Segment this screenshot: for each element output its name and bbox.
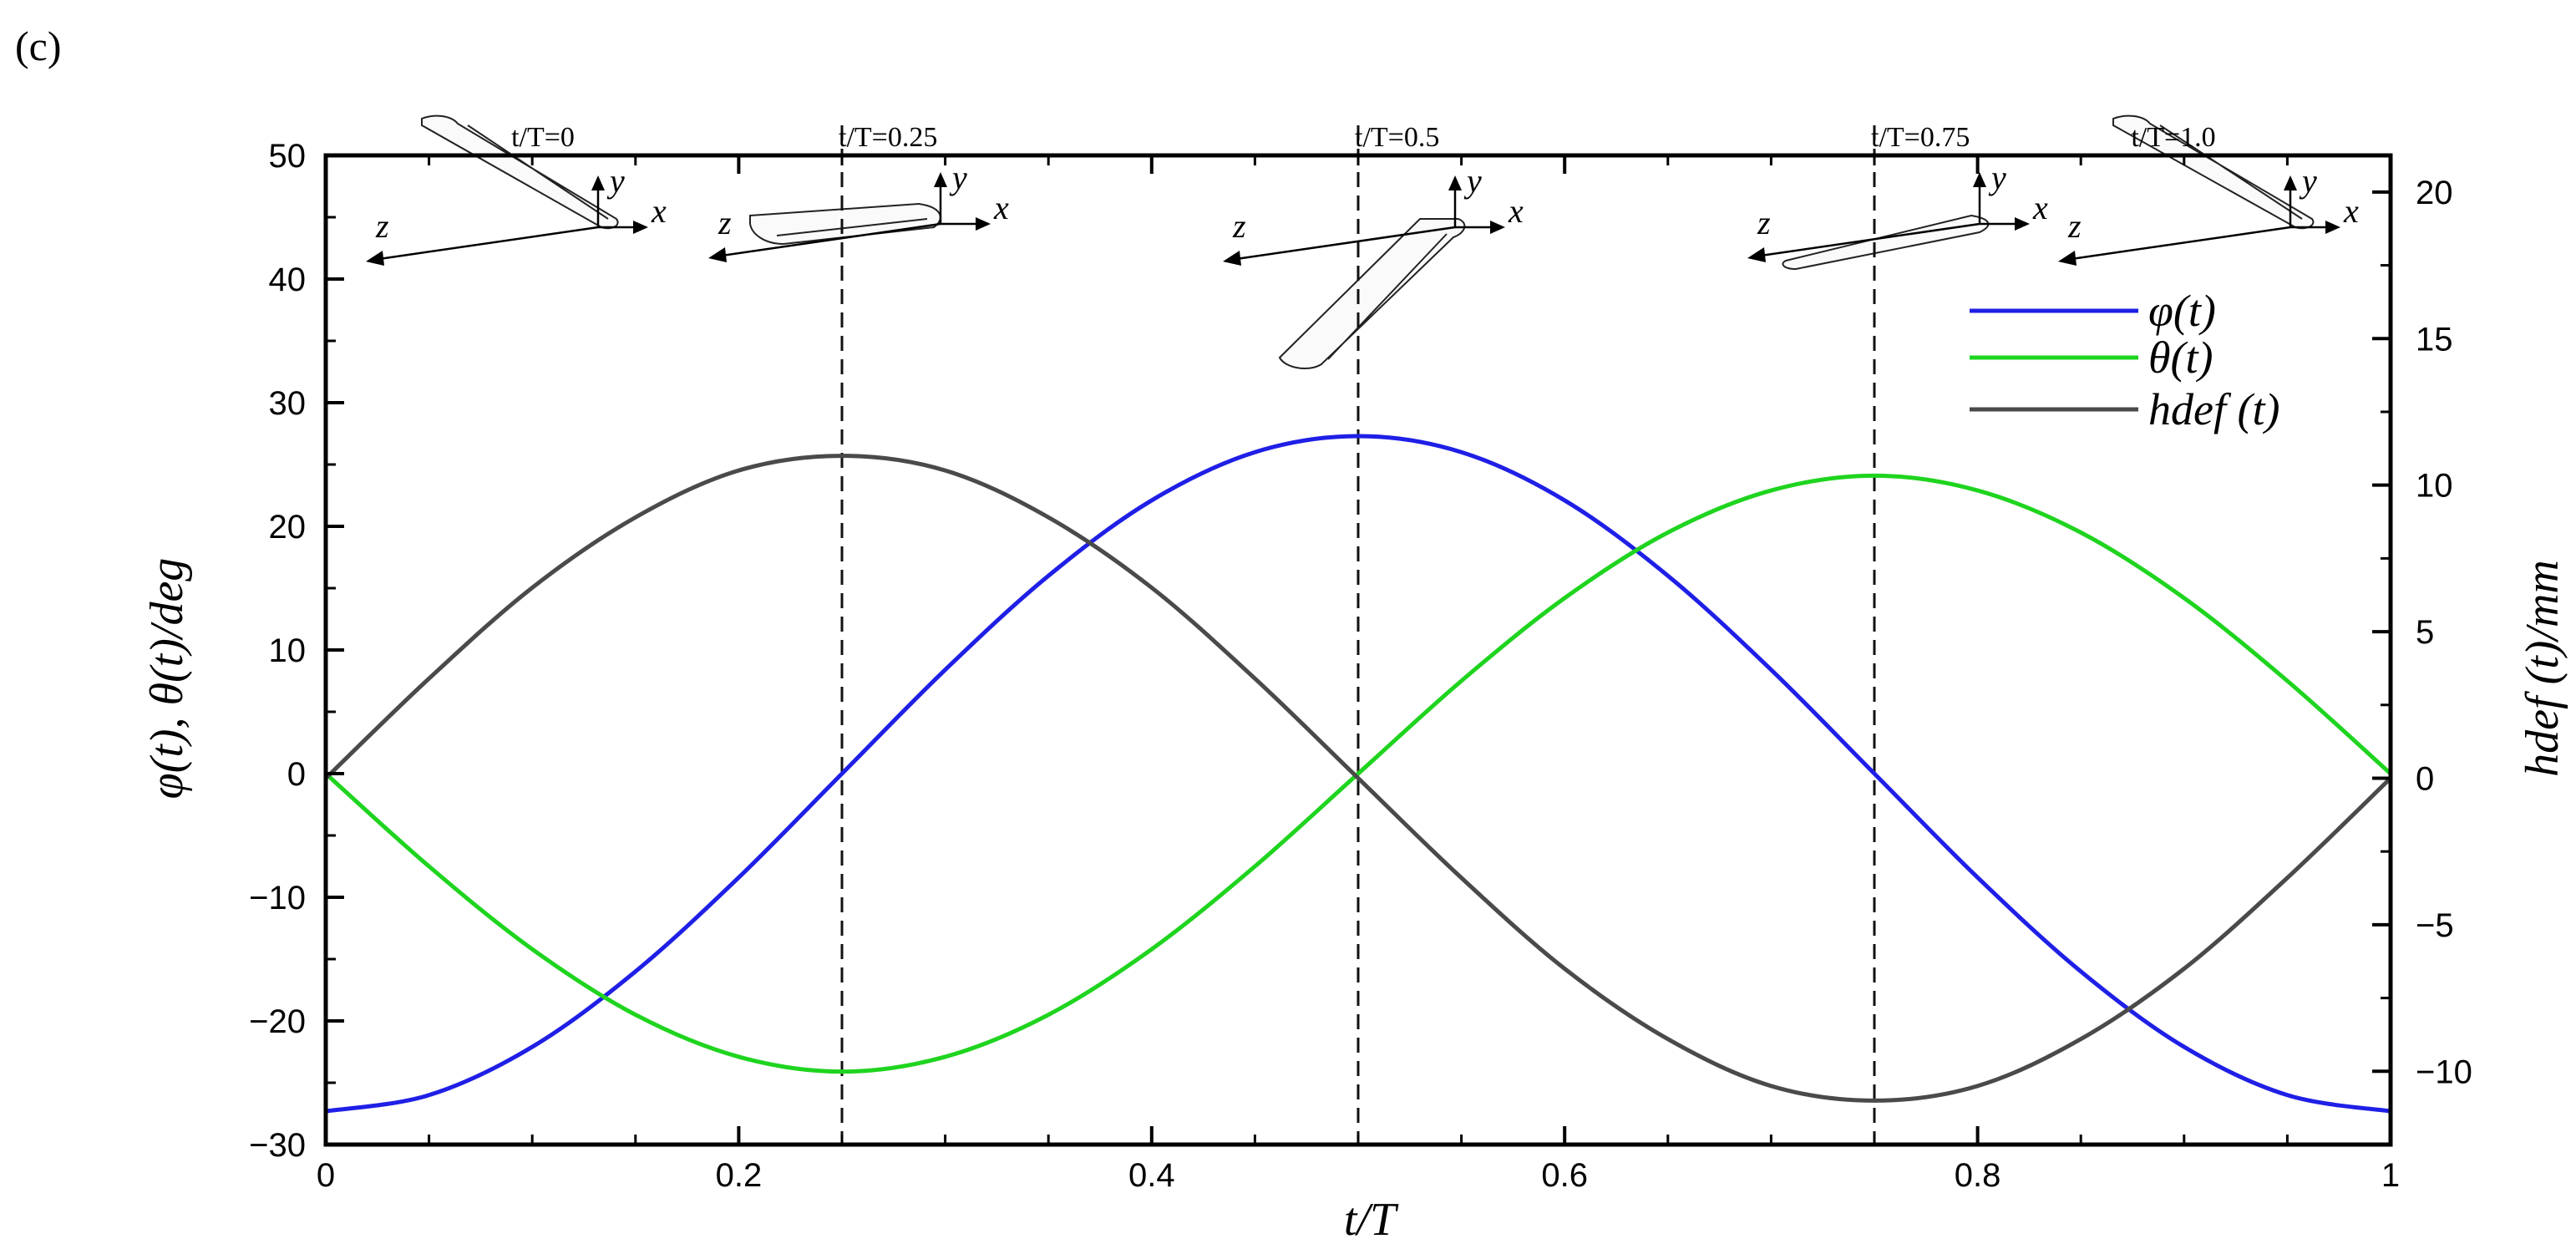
y-tick-label: −20 xyxy=(249,1003,306,1040)
annotation-label: t/T=0 xyxy=(511,122,575,153)
z-axis-glyph: z xyxy=(375,207,389,245)
z-arrowhead xyxy=(1747,247,1766,262)
z-arrowhead xyxy=(366,251,384,266)
y-axis-glyph: y xyxy=(606,162,625,200)
y-right-axis-ticks: −10 −5 0 5 10 15 20 xyxy=(2372,175,2472,1146)
y-right-tick-label: 10 xyxy=(2416,468,2453,505)
y-axis-glyph: y xyxy=(2299,162,2317,200)
series-line-2 xyxy=(324,454,2392,1103)
x-arrowhead xyxy=(2015,217,2030,231)
z-axis-glyph: z xyxy=(2067,207,2082,245)
series-line-1 xyxy=(324,473,2392,1074)
z-axis-arrow xyxy=(378,226,599,261)
y-tick-label: −30 xyxy=(249,1127,306,1164)
y-right-tick-label: 0 xyxy=(2416,760,2434,797)
y-arrowhead xyxy=(591,175,605,190)
x-tick-label: 0 xyxy=(317,1157,335,1194)
x-tick-label: 1 xyxy=(2381,1157,2400,1194)
reference-line-label: t/T=0.5 xyxy=(1355,122,1439,153)
y-tick-label: 40 xyxy=(269,261,307,298)
y-tick-label: 20 xyxy=(269,509,307,546)
y-right-tick-label: 5 xyxy=(2416,614,2434,651)
z-arrowhead xyxy=(2058,251,2077,266)
wing-sketch xyxy=(1278,218,1466,370)
series-layer xyxy=(324,434,2392,1114)
x-axis-ticks: 0 0.2 0.4 0.6 0.8 1 xyxy=(317,155,2400,1194)
x-arrowhead xyxy=(976,217,991,231)
z-axis-glyph: z xyxy=(718,204,732,241)
y-tick-label: −10 xyxy=(249,880,306,916)
y-right-tick-label: 15 xyxy=(2416,321,2453,358)
y-tick-label: 50 xyxy=(269,138,307,175)
z-axis-arrow xyxy=(1760,222,1980,257)
wing-sketch xyxy=(1782,214,1990,271)
z-axis-glyph: z xyxy=(1232,207,1246,245)
axes-glyph: yx z xyxy=(366,162,667,266)
x-axis-glyph: x xyxy=(1508,192,1524,230)
axes-glyph: yx z xyxy=(708,159,1009,262)
y-right-tick-label: 20 xyxy=(2416,175,2453,211)
y-tick-label: 10 xyxy=(269,632,307,669)
axes-glyph: yx z xyxy=(1747,159,2048,262)
y-axis-glyph: y xyxy=(1463,162,1482,200)
y-right-axis-label: hdef (t)/mm xyxy=(2517,560,2568,777)
z-arrowhead xyxy=(1223,251,1241,266)
x-axis-glyph: x xyxy=(993,189,1009,226)
z-arrowhead xyxy=(708,247,727,262)
y-right-tick-label: −5 xyxy=(2416,907,2454,944)
x-axis-glyph: x xyxy=(651,192,667,230)
x-tick-label: 0.8 xyxy=(1955,1157,2001,1194)
x-tick-label: 0.4 xyxy=(1128,1157,1175,1194)
y-right-tick-label: −10 xyxy=(2416,1054,2472,1090)
x-tick-label: 0.6 xyxy=(1541,1157,1588,1194)
annotation-label: t/T=1.0 xyxy=(2131,122,2215,153)
y-arrowhead xyxy=(2284,175,2297,190)
y-arrowhead xyxy=(1973,172,1986,187)
z-axis-glyph: z xyxy=(1757,204,1771,241)
y-arrowhead xyxy=(1448,175,1462,190)
axes-glyph: yx z xyxy=(1223,162,1524,266)
legend-entry: hdef (t) xyxy=(2148,384,2279,434)
panel-label: (c) xyxy=(15,23,62,69)
y-axis-glyph: y xyxy=(949,159,967,196)
y-left-axis-label: φ(t), θ(t)/deg xyxy=(141,558,193,800)
y-axis-glyph: y xyxy=(1988,159,2006,196)
legend-entry: θ(t) xyxy=(2148,333,2213,383)
legend: φ(t)θ(t)hdef (t) xyxy=(1970,286,2279,434)
y-arrowhead xyxy=(934,172,947,187)
y-tick-label: 30 xyxy=(269,385,307,422)
legend-entry: φ(t) xyxy=(2148,286,2216,336)
x-axis-label: t/T xyxy=(1344,1194,1399,1246)
reference-lines: t/T=0.25 t/T=0.5 t/T=0.75 t/T=0 t/T=1.0 xyxy=(511,122,2216,1145)
series-line-0 xyxy=(325,434,2391,1114)
reference-line-label: t/T=0.25 xyxy=(839,122,937,153)
y-tick-label: 0 xyxy=(287,756,306,793)
x-axis-glyph: x xyxy=(2343,192,2359,230)
x-axis-glyph: x xyxy=(2032,189,2048,226)
z-axis-arrow xyxy=(1235,226,1456,261)
reference-line-label: t/T=0.75 xyxy=(1871,122,1970,153)
z-axis-arrow xyxy=(2071,226,2291,261)
x-arrowhead xyxy=(1490,221,1505,234)
x-arrowhead xyxy=(2325,221,2340,234)
z-axis-arrow xyxy=(721,222,941,257)
axes-glyph: yx z xyxy=(2058,162,2359,266)
x-arrowhead xyxy=(633,221,648,234)
y-left-axis-ticks: −30 −20 −10 0 10 20 30 40 50 xyxy=(249,138,344,1164)
x-tick-label: 0.2 xyxy=(716,1157,763,1194)
